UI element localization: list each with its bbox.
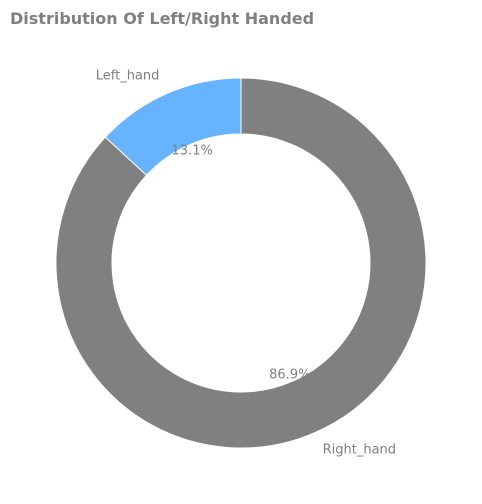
labels-group: Left_hand 13.1% Right_hand 86.9%: [96, 69, 396, 458]
slice-right-hand: [55, 77, 427, 449]
slices-group: [55, 77, 427, 449]
percent-label-right-hand: 86.9%: [269, 367, 310, 382]
slice-label-right-hand: Right_hand: [323, 443, 396, 458]
chart-title: Distribution Of Left/Right Handed: [10, 9, 314, 28]
slice-label-left-hand: Left_hand: [96, 69, 160, 84]
percent-label-left-hand: 13.1%: [172, 144, 213, 159]
